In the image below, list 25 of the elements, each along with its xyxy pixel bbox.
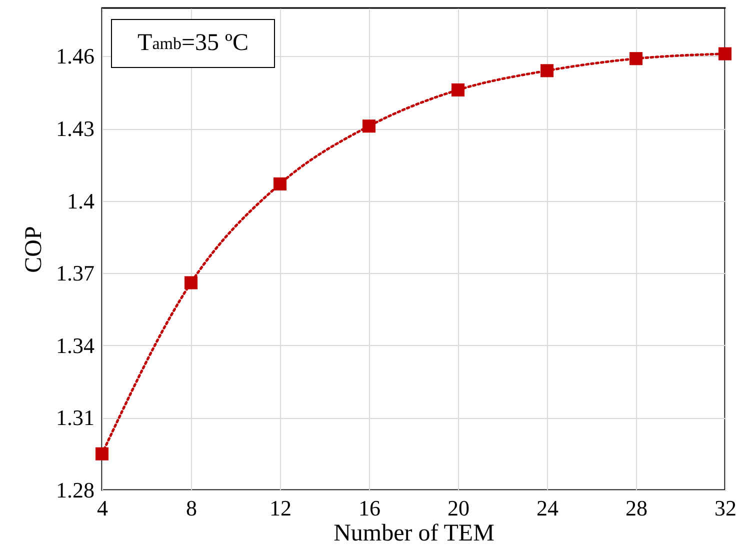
y-tick-label: 1.46 xyxy=(56,44,94,69)
x-axis-title: Number of TEM xyxy=(334,520,494,546)
point xyxy=(540,64,554,78)
x-tick-label: 12 xyxy=(270,496,292,520)
y-tick-label: 1.4 xyxy=(67,188,94,214)
x-tick-label: 16 xyxy=(358,496,380,520)
point xyxy=(95,447,109,460)
point xyxy=(273,177,287,190)
y-tick-label: 1.37 xyxy=(56,260,94,286)
x-tick-label: 4 xyxy=(97,496,108,520)
y-tick-label: 1.31 xyxy=(56,405,94,430)
x-tick-label: 28 xyxy=(626,496,648,520)
y-tick-label: 1.43 xyxy=(56,116,94,141)
x-tick-label: 24 xyxy=(536,496,558,520)
point xyxy=(451,83,465,96)
y-tick-label: 1.34 xyxy=(56,332,94,358)
point xyxy=(718,47,732,60)
point xyxy=(184,276,198,290)
y-tick-label: 1.28 xyxy=(56,478,94,502)
x-tick-label: 20 xyxy=(448,496,470,520)
x-tick-label: 32 xyxy=(714,496,736,520)
y-axis-title: COP xyxy=(21,226,47,273)
point xyxy=(629,52,643,66)
point xyxy=(362,120,376,133)
x-tick-label: 8 xyxy=(186,496,197,520)
